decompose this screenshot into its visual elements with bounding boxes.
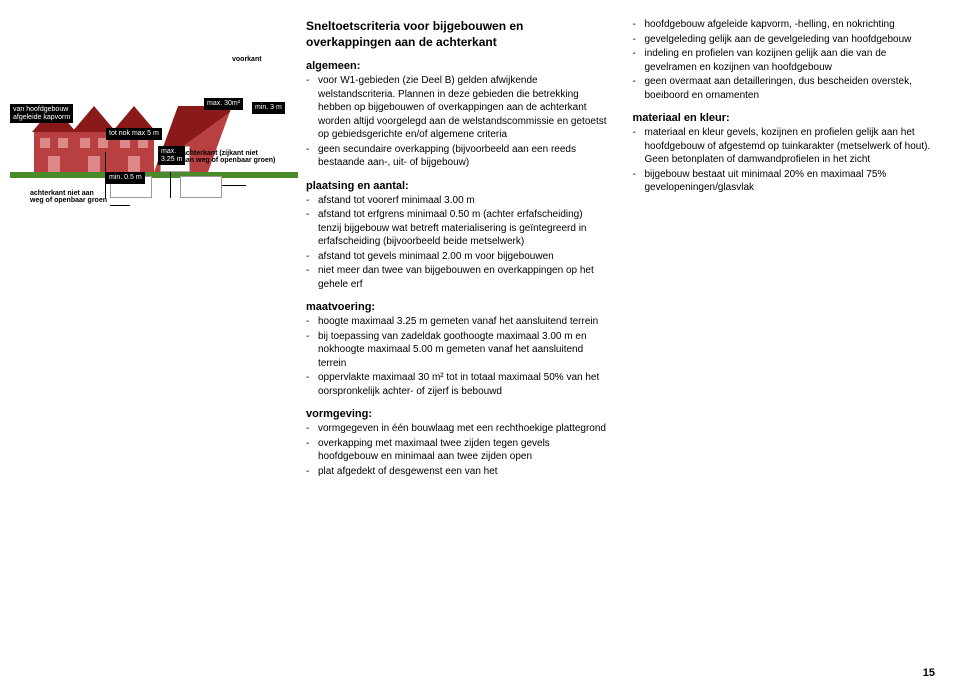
label-min3: min. 3 m (252, 102, 285, 114)
list-plaatsing: afstand tot voorerf minimaal 3.00 m afst… (306, 194, 609, 292)
label-kapvorm: van hoofdgebouw afgeleide kapvorm (10, 104, 73, 123)
list-item: afstand tot gevels minimaal 2.00 m voor … (306, 250, 609, 264)
heading-maatvoering: maatvoering: (306, 301, 609, 313)
list-item: materiaal en kleur gevels, kozijnen en p… (633, 126, 936, 167)
list-maatvoering: hoogte maximaal 3.25 m gemeten vanaf het… (306, 315, 609, 398)
list-item: plat afgedekt of desgewenst een van het (306, 465, 609, 479)
label-max30: max. 30m² (204, 98, 243, 110)
list-item: geen secundaire overkapping (bijvoorbeel… (306, 143, 609, 170)
list-item: indeling en profielen van kozijnen gelij… (633, 47, 936, 74)
list-item: gevelgeleding gelijk aan de gevelgeledin… (633, 33, 936, 47)
list-materiaal: materiaal en kleur gevels, kozijnen en p… (633, 126, 936, 195)
list-item: bijgebouw bestaat uit minimaal 20% en ma… (633, 168, 936, 195)
label-voorkant: voorkant (232, 56, 262, 63)
list-item: voor W1-gebieden (zie Deel B) gelden afw… (306, 74, 609, 142)
label-zijkant-groen: achterkant (zijkant niet aan weg of open… (182, 150, 275, 164)
list-item: afstand tot voorerf minimaal 3.00 m (306, 194, 609, 208)
list-item: hoofdgebouw afgeleide kapvorm, -helling,… (633, 18, 936, 32)
list-item: vormgegeven in één bouwlaag met een rech… (306, 422, 609, 436)
page-number: 15 (923, 667, 935, 679)
list-item: overkapping met maximaal twee zijden teg… (306, 437, 609, 464)
list-item: geen overmaat aan detailleringen, dus be… (633, 75, 936, 102)
label-achterkant-groen: achterkant niet aan weg of openbaar groe… (30, 190, 107, 204)
list-item: niet meer dan twee van bijgebouwen en ov… (306, 264, 609, 291)
list-vormgeving: vormgegeven in één bouwlaag met een rech… (306, 422, 609, 478)
list-vormgeving-cont: hoofdgebouw afgeleide kapvorm, -helling,… (633, 18, 936, 102)
list-item: hoogte maximaal 3.25 m gemeten vanaf het… (306, 315, 609, 329)
heading-algemeen: algemeen: (306, 60, 609, 72)
heading-vormgeving: vormgeving: (306, 408, 609, 420)
list-algemeen: voor W1-gebieden (zie Deel B) gelden afw… (306, 74, 609, 170)
list-item: oppervlakte maximaal 30 m² tot in totaal… (306, 371, 609, 398)
label-min05: min. 0.5 m (106, 172, 145, 184)
main-title: Sneltoetscriteria voor bijgebouwen en ov… (306, 18, 609, 50)
list-item: bij toepassing van zadeldak goothoogte m… (306, 330, 609, 371)
heading-materiaal: materiaal en kleur: (633, 112, 936, 124)
list-item: afstand tot erfgrens minimaal 0.50 m (ac… (306, 208, 609, 249)
building-diagram: van hoofdgebouw afgeleide kapvorm tot no… (10, 18, 298, 298)
label-nok: tot nok max 5 m (106, 128, 162, 140)
heading-plaatsing: plaatsing en aantal: (306, 180, 609, 192)
